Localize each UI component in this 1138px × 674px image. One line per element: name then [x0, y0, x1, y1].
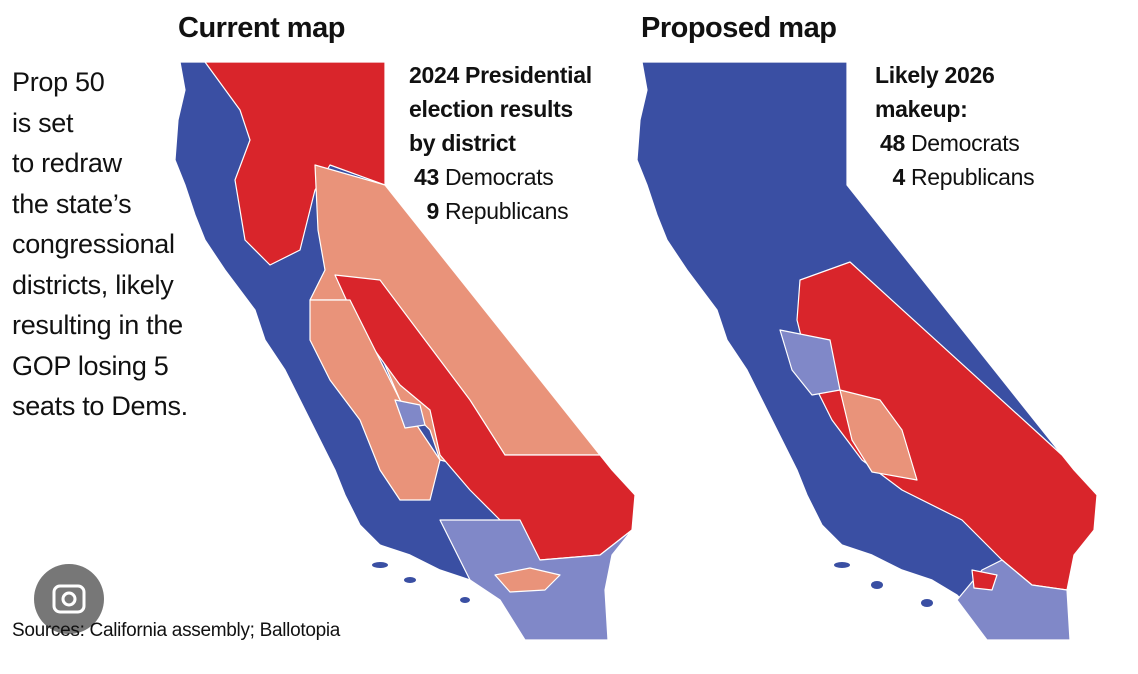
proposed-map	[636, 61, 1098, 641]
description-line: congressional	[12, 229, 175, 259]
description-line: to redraw	[12, 148, 122, 178]
legend-heading: election results	[409, 96, 573, 122]
legend: 2024 Presidential election results by di…	[409, 58, 592, 228]
lens-button[interactable]	[34, 564, 104, 634]
party: Democrats	[445, 164, 554, 190]
map-title: Proposed map	[641, 12, 837, 44]
map-title: Current map	[178, 12, 345, 44]
lens-dot	[61, 591, 77, 607]
legend: Likely 2026 makeup: 48 Democrats 4 Republi…	[875, 58, 1035, 194]
current-map	[174, 61, 636, 641]
description-line: resulting in the	[12, 310, 183, 340]
legend-heading: by district	[409, 130, 516, 156]
lens-frame	[52, 584, 86, 614]
island	[834, 562, 850, 568]
description-line: is set	[12, 107, 74, 138]
description-line: districts, likely	[12, 269, 174, 300]
party: Republicans	[445, 198, 569, 224]
description-line: seats to Dems.	[12, 391, 188, 421]
island	[372, 562, 388, 568]
party: Republicans	[911, 164, 1035, 190]
seat-count: 43	[414, 164, 439, 190]
district	[971, 569, 998, 591]
island	[404, 577, 416, 583]
description: Prop 50 is set to redraw the state’s con…	[12, 62, 188, 427]
legend-row: 9 Republicans	[409, 194, 592, 228]
district	[779, 329, 841, 396]
island	[460, 597, 470, 603]
description-line: Prop 50	[12, 67, 105, 97]
source: Sources: California assembly; Ballotopia	[12, 620, 341, 641]
district	[494, 567, 561, 593]
legend-row: 4 Republicans	[875, 160, 1035, 194]
party: Democrats	[911, 130, 1020, 156]
island	[921, 599, 933, 607]
district	[309, 299, 441, 501]
seat-count: 4	[892, 164, 906, 190]
district	[394, 399, 426, 429]
description-line: the state’s	[12, 188, 132, 219]
legend-heading: makeup:	[875, 96, 968, 122]
description-line: GOP losing 5	[12, 350, 169, 381]
district	[839, 389, 918, 481]
island	[871, 581, 883, 589]
district	[204, 61, 386, 266]
legend-row: 43 Democrats	[409, 160, 592, 194]
islands	[372, 562, 470, 603]
legend-heading: Likely 2026	[875, 62, 995, 88]
legend-row: 48 Democrats	[875, 126, 1034, 160]
seat-count: 9	[426, 198, 440, 224]
legend-heading: 2024 Presidential	[409, 62, 592, 88]
islands	[834, 562, 933, 607]
seat-count: 48	[880, 130, 905, 156]
lens-icon[interactable]	[34, 564, 104, 634]
